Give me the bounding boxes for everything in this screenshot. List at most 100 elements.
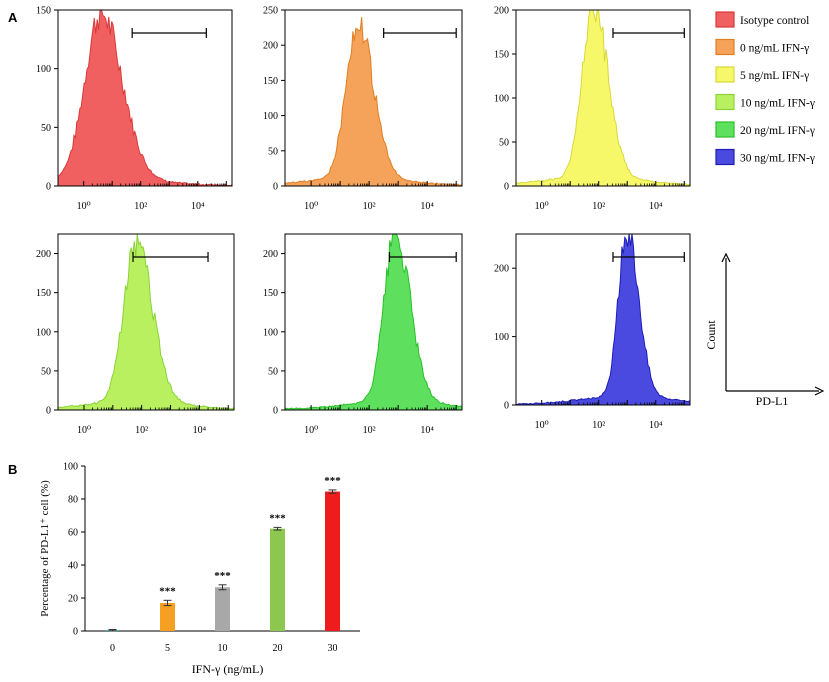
histogram-grid: 0 50 100 150 10⁰ 10² 10⁴ 0 50 100 150 200 250 10⁰ 10² 1… — [36, 6, 691, 436]
x-tick-label: 10⁰ — [535, 201, 549, 212]
y-tick-label: 250 — [263, 6, 278, 17]
histogram-area — [515, 9, 691, 187]
y-tick-label: 100 — [494, 332, 509, 343]
y-tick-label: 100 — [263, 327, 278, 338]
x-tick-label: 10⁰ — [77, 425, 91, 436]
y-tick-label: 0 — [46, 406, 51, 417]
histogram-area — [284, 233, 463, 411]
y-tick-label: 200 — [494, 264, 509, 275]
legend-label: 5 ng/mL IFN-γ — [740, 70, 809, 82]
x-tick-label: 10⁴ — [420, 425, 434, 436]
histogram-panel: 0 50 100 150 200 10⁰ 10² 10⁴ — [36, 233, 235, 436]
legend-swatch — [715, 38, 735, 56]
legend-label: 0 ng/mL IFN-γ — [740, 43, 809, 55]
bar-y-tick-label: 20 — [68, 594, 78, 605]
significance-label: *** — [159, 585, 176, 597]
x-tick-label: 10⁰ — [535, 420, 549, 431]
y-tick-label: 50 — [268, 146, 278, 157]
y-tick-label: 150 — [36, 6, 51, 17]
x-tick-label: 10⁴ — [649, 420, 663, 431]
y-tick-label: 100 — [36, 64, 51, 75]
panel-label-a: A — [8, 10, 18, 25]
histogram-area — [284, 17, 463, 187]
significance-label: *** — [214, 570, 231, 582]
x-tick-label: 10⁰ — [304, 425, 318, 436]
y-tick-label: 0 — [273, 182, 278, 193]
histogram-frame — [284, 233, 463, 411]
y-tick-label: 100 — [263, 111, 278, 122]
histogram-area — [515, 233, 691, 406]
y-tick-label: 150 — [36, 288, 51, 299]
bar-y-tick-label: 100 — [63, 462, 78, 473]
bar-chart: 0 20 40 60 80 100 0 *** 5 *** 10 *** 20 *** 30 IFN-γ (n… — [39, 462, 360, 676]
bar — [160, 602, 175, 631]
x-tick-label: 10² — [363, 201, 376, 212]
bar-x-tick-label: 30 — [328, 643, 338, 654]
panel-label-b: B — [8, 462, 17, 477]
legend-label: 10 ng/mL IFN-γ — [740, 98, 815, 110]
bar-x-axis-title: IFN-γ (ng/mL) — [192, 662, 264, 676]
legend-swatch — [715, 66, 735, 83]
x-tick-label: 10⁰ — [304, 201, 318, 212]
histogram-panel: 0 100 200 10⁰ 10² 10⁴ — [494, 233, 691, 431]
histogram-frame — [57, 9, 233, 187]
bar-y-tick-label: 80 — [68, 495, 78, 506]
bar-y-tick-label: 0 — [73, 627, 78, 638]
bar-x-tick-label: 20 — [273, 643, 283, 654]
histogram-panel: 0 50 100 150 10⁰ 10² 10⁴ — [36, 6, 233, 212]
x-tick-label: 10² — [363, 425, 376, 436]
x-tick-label: 10⁰ — [77, 201, 91, 212]
significance-label: *** — [324, 475, 341, 487]
y-tick-label: 100 — [36, 327, 51, 338]
y-tick-label: 150 — [263, 288, 278, 299]
y-tick-label: 150 — [263, 76, 278, 87]
legend-label: 30 ng/mL IFN-γ — [740, 153, 815, 165]
legend-swatch — [715, 121, 735, 138]
y-tick-label: 50 — [41, 123, 51, 134]
histogram-frame — [57, 233, 235, 411]
x-tick-label: 10⁴ — [420, 201, 434, 212]
legend-swatch — [715, 11, 735, 28]
legend-label: Isotype control — [740, 15, 809, 27]
y-tick-label: 50 — [41, 366, 51, 377]
bar — [270, 528, 285, 631]
histogram-area — [57, 9, 233, 187]
axis-key: Count PD-L1 — [704, 258, 819, 408]
legend-swatch — [715, 148, 735, 166]
x-tick-label: 10² — [135, 425, 148, 436]
bar — [215, 587, 230, 631]
x-tick-label: 10⁴ — [191, 201, 205, 212]
bar-x-tick-label: 10 — [218, 643, 228, 654]
histogram-frame — [515, 233, 691, 406]
histogram-frame — [284, 9, 463, 187]
bar-y-tick-label: 60 — [68, 528, 78, 539]
y-tick-label: 200 — [263, 41, 278, 52]
x-tick-label: 10² — [134, 201, 147, 212]
y-tick-label: 0 — [504, 182, 509, 193]
bar-y-axis-title: Percentage of PD-L1⁺ cell (%) — [39, 480, 51, 617]
bar — [325, 491, 340, 631]
x-tick-label: 10⁴ — [649, 201, 663, 212]
y-tick-label: 200 — [263, 249, 278, 260]
y-tick-label: 200 — [494, 6, 509, 17]
x-tick-label: 10⁴ — [193, 425, 207, 436]
y-tick-label: 50 — [268, 366, 278, 377]
x-tick-label: 10² — [592, 420, 605, 431]
y-tick-label: 0 — [46, 182, 51, 193]
axis-key-y-label: Count — [704, 320, 718, 350]
histogram-panel: 0 50 100 150 200 10⁰ 10² 10⁴ — [263, 233, 463, 436]
histogram-panel: 0 50 100 150 200 250 10⁰ 10² 10⁴ — [263, 6, 463, 212]
y-tick-label: 100 — [494, 94, 509, 105]
y-tick-label: 200 — [36, 249, 51, 260]
legend-swatch — [715, 93, 735, 111]
legend: Isotype control 0 ng/mL IFN-γ 5 ng/mL IFN-… — [715, 11, 815, 166]
bar-x-tick-label: 0 — [110, 643, 115, 654]
y-tick-label: 50 — [499, 138, 509, 149]
bar-y-tick-label: 40 — [68, 561, 78, 572]
x-tick-label: 10² — [592, 201, 605, 212]
histogram-panel: 0 50 100 150 200 10⁰ 10² 10⁴ — [494, 6, 691, 212]
y-tick-label: 150 — [494, 50, 509, 61]
legend-label: 20 ng/mL IFN-γ — [740, 125, 815, 137]
y-tick-label: 0 — [273, 406, 278, 417]
